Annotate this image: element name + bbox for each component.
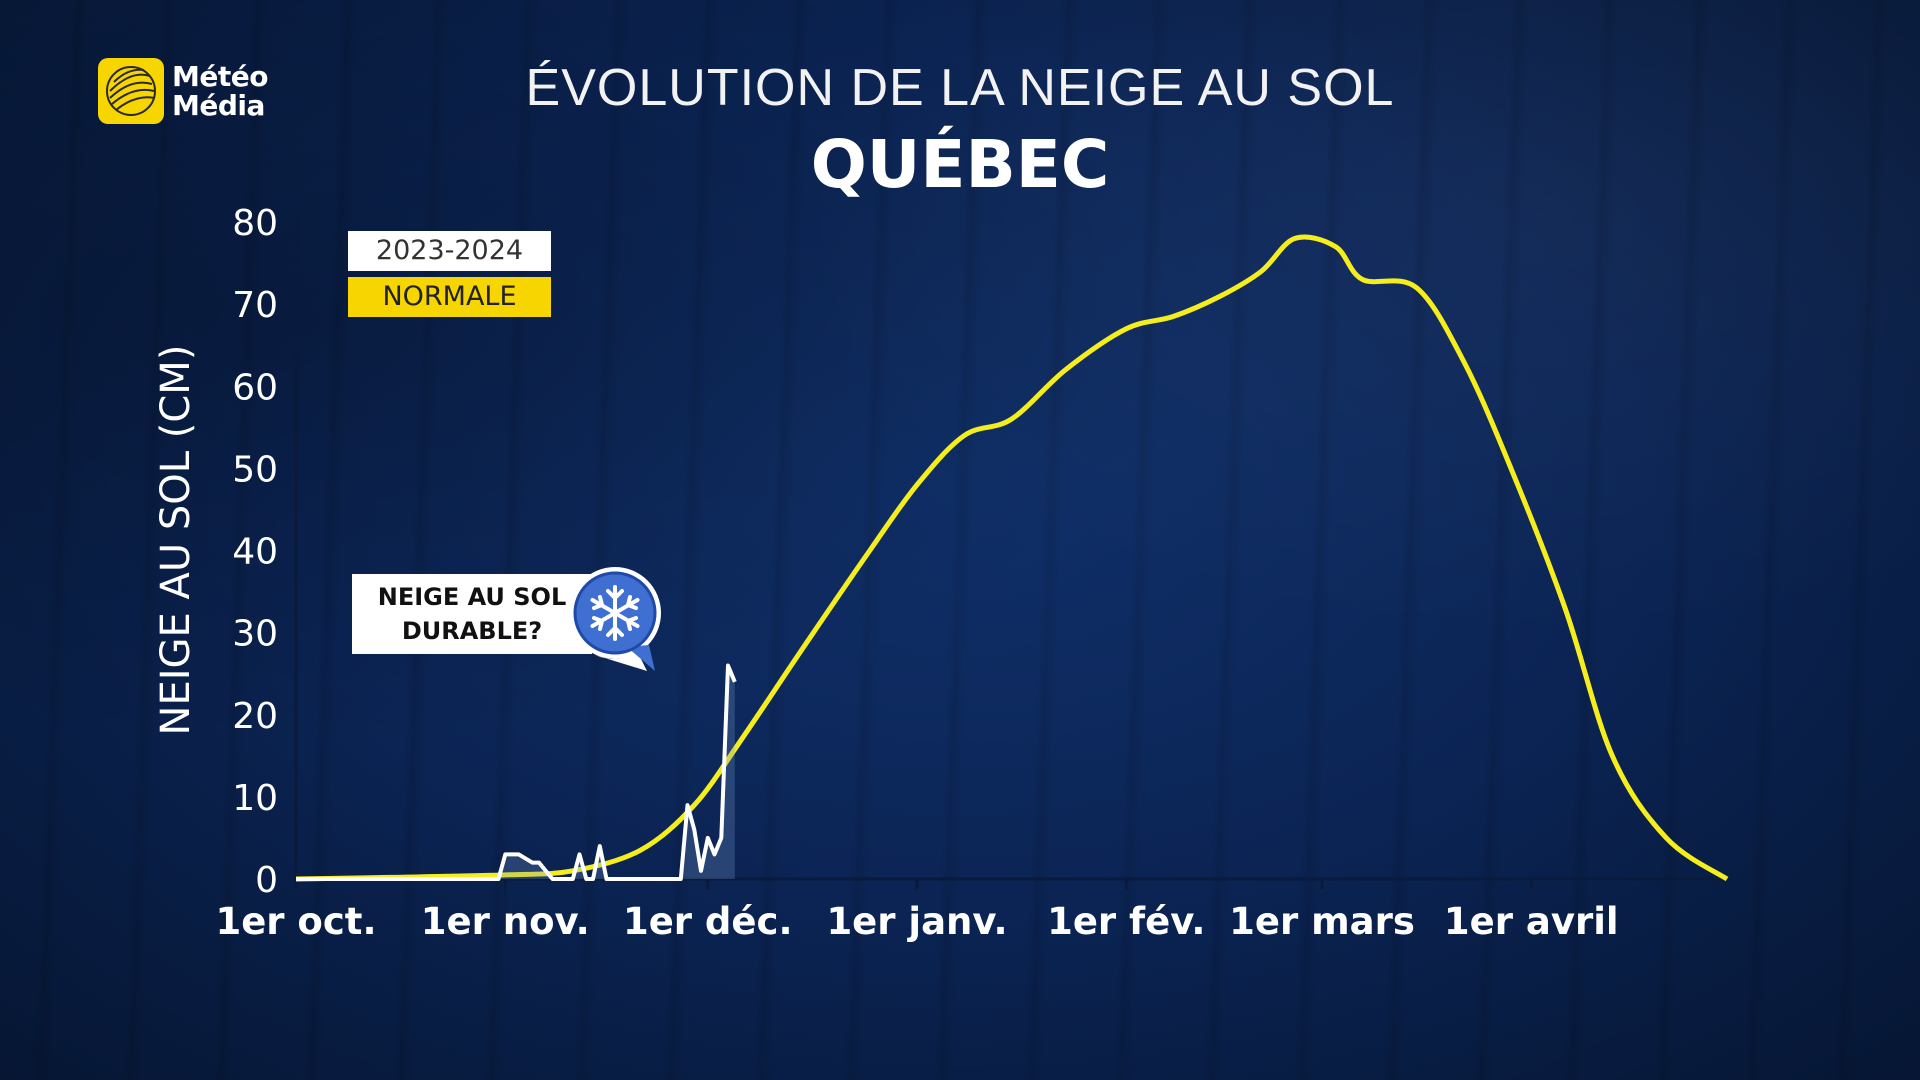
x-tick-label: 1er mars: [1229, 900, 1415, 943]
legend-entry-normal: NORMALE: [348, 277, 551, 317]
y-tick-label: 30: [232, 614, 278, 655]
series-line-normal: [295, 234, 1729, 882]
brand-logo: Météo Média: [98, 58, 268, 124]
legend-entry-current: 2023-2024: [348, 231, 551, 271]
brand-line-2: Média: [172, 89, 265, 122]
y-tick-label: 10: [232, 778, 278, 819]
callout-line-2: DURABLE?: [401, 617, 543, 645]
x-tick-label: 1er nov.: [421, 900, 590, 943]
brand-line-1: Météo: [172, 60, 268, 93]
x-tick-label: 1er avril: [1444, 900, 1619, 943]
series-area-current: [296, 665, 735, 879]
y-tick-label: 60: [232, 367, 278, 408]
y-tick-label: 40: [232, 532, 278, 573]
x-tick-label: 1er déc.: [623, 900, 793, 943]
chart-title: ÉVOLUTION DE LA NEIGE AU SOL: [525, 59, 1395, 117]
x-tick-label: 1er fév.: [1047, 900, 1205, 943]
y-tick-label: 0: [255, 860, 278, 901]
snowflake-icon: [565, 563, 665, 673]
callout-line-1: NEIGE AU SOL: [377, 583, 567, 611]
x-tick-label: 1er janv.: [826, 900, 1007, 943]
y-tick-label: 70: [232, 285, 278, 326]
globe-logo-icon: [98, 58, 164, 124]
series-line-current: [296, 663, 737, 881]
brand-name: Météo Média: [172, 62, 268, 120]
chart-subtitle: QUÉBEC: [810, 126, 1110, 203]
y-tick-label: 80: [232, 203, 278, 244]
callout-box: NEIGE AU SOL DURABLE?: [352, 574, 592, 654]
x-tick-label: 1er oct.: [215, 900, 376, 943]
y-tick-label: 50: [232, 449, 278, 490]
y-tick-label: 20: [232, 696, 278, 737]
